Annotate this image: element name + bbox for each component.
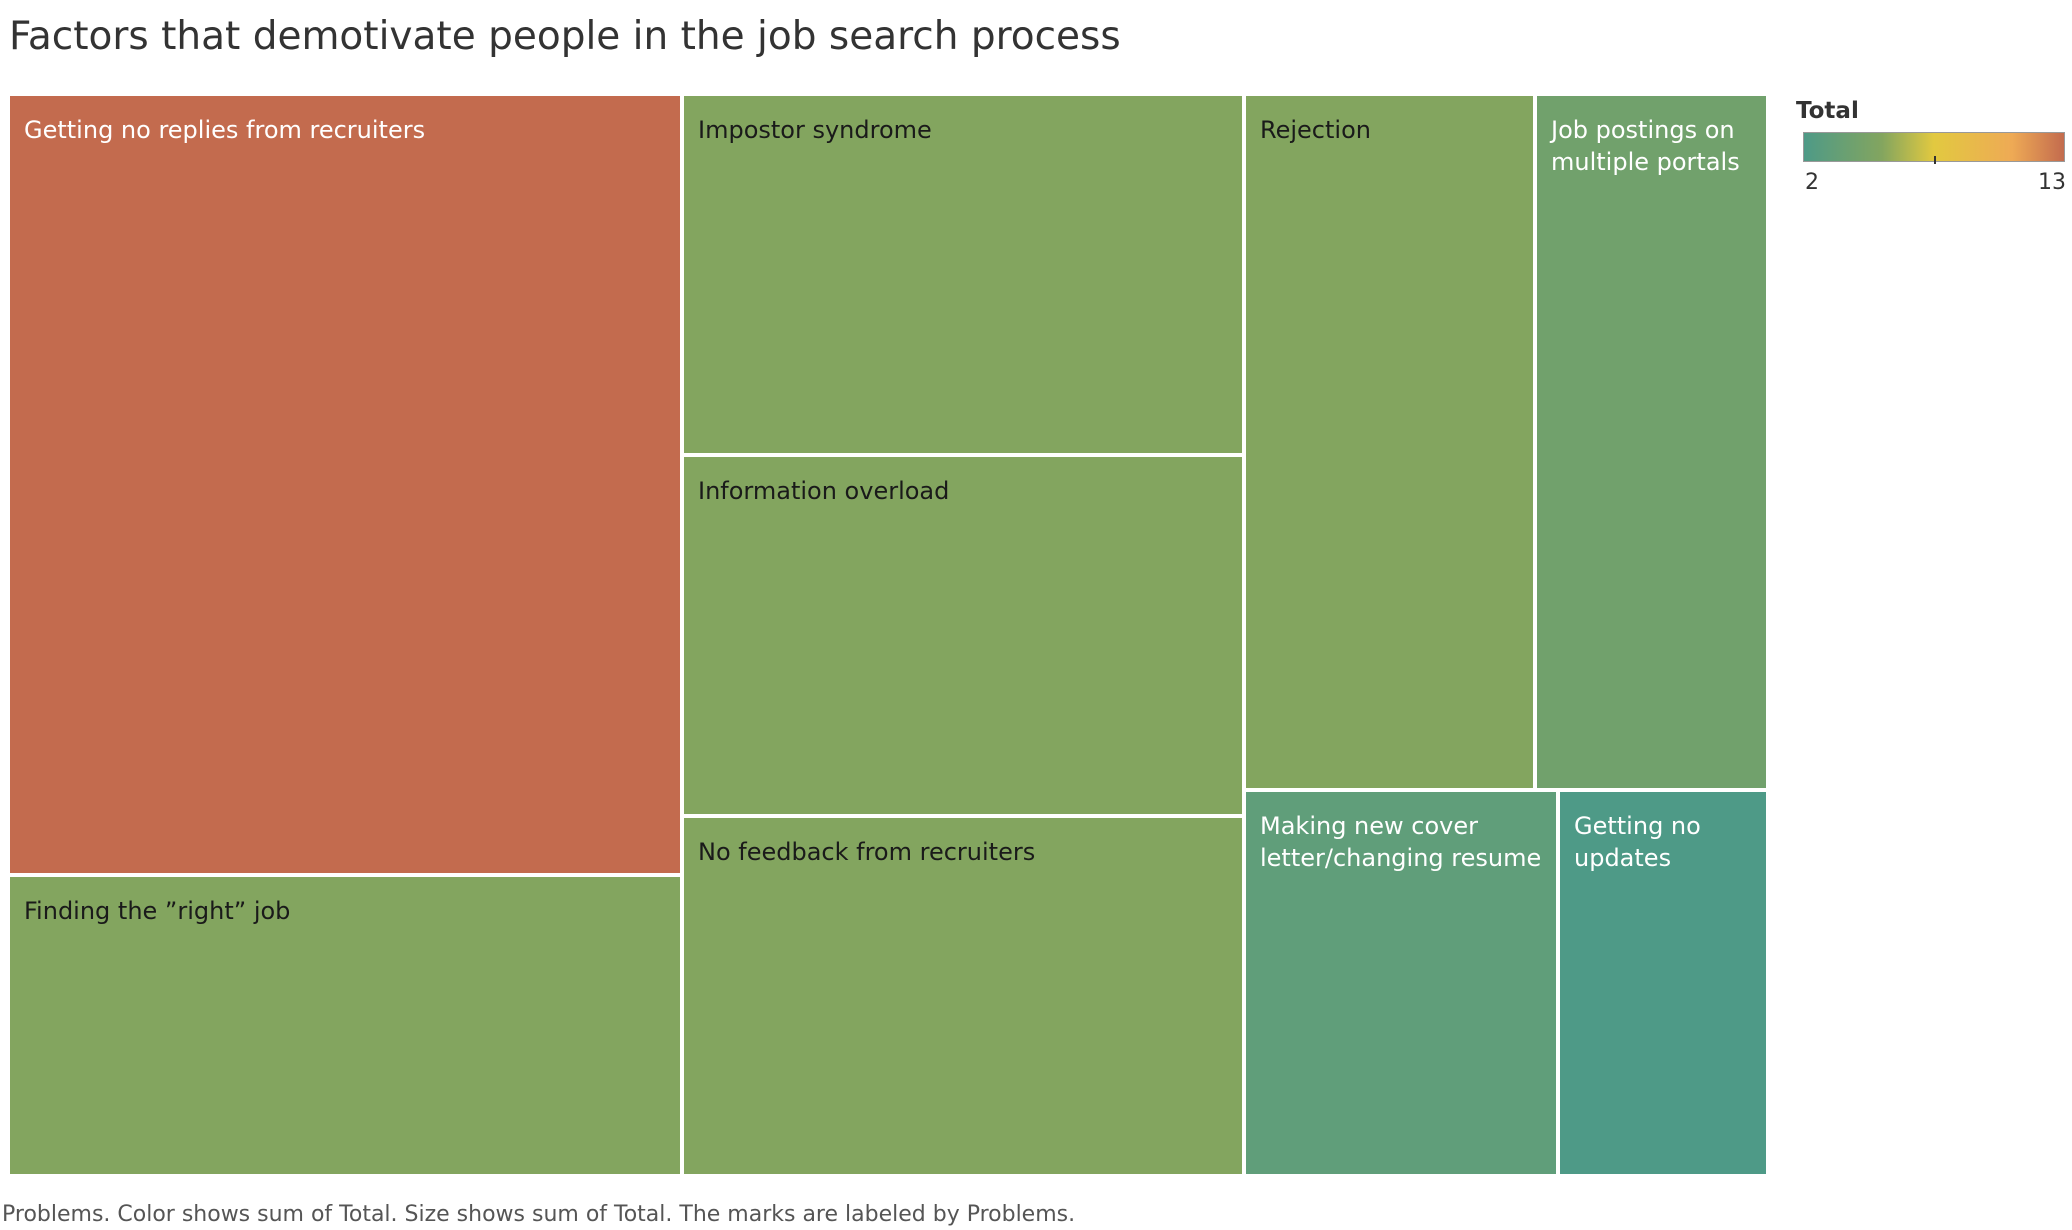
treemap-tile-label: Job postings on multiple portals <box>1551 116 1740 176</box>
treemap-tile-finding-the-right-job[interactable]: Finding the ”right” job <box>8 875 682 1176</box>
treemap-tile-getting-no-updates[interactable]: Getting no updates <box>1558 790 1768 1176</box>
treemap-tile-label: Information overload <box>698 477 950 505</box>
treemap-tile-making-new-cover-letter-changing-resume[interactable]: Making new cover letter/changing resume <box>1244 790 1558 1176</box>
treemap-tile-getting-no-replies-from-recruiters[interactable]: Getting no replies from recruiters <box>8 94 682 875</box>
treemap-tile-no-feedback-from-recruiters[interactable]: No feedback from recruiters <box>682 816 1244 1176</box>
treemap: Getting no replies from recruiters Findin… <box>8 94 1768 1176</box>
treemap-tile-label: Finding the ”right” job <box>24 897 291 925</box>
treemap-tile-information-overload[interactable]: Information overload <box>682 455 1244 816</box>
treemap-tile-label: No feedback from recruiters <box>698 838 1036 866</box>
legend-tick <box>1934 156 1936 164</box>
legend-min-label: 2 <box>1805 170 1819 195</box>
treemap-tile-label: Impostor syndrome <box>698 116 932 144</box>
treemap-tile-label: Rejection <box>1260 116 1371 144</box>
chart-caption: Problems. Color shows sum of Total. Size… <box>2 1202 1076 1227</box>
treemap-tile-impostor-syndrome[interactable]: Impostor syndrome <box>682 94 1244 455</box>
treemap-tile-label: Getting no replies from recruiters <box>24 116 426 144</box>
chart-title: Factors that demotivate people in the jo… <box>9 14 1121 59</box>
treemap-tile-label: Getting no updates <box>1574 812 1701 872</box>
treemap-tile-rejection[interactable]: Rejection <box>1244 94 1535 790</box>
color-legend: Total 2 13 <box>1796 98 2066 208</box>
treemap-tile-job-postings-on-multiple-portals[interactable]: Job postings on multiple portals <box>1535 94 1768 790</box>
legend-title: Total <box>1796 98 1859 124</box>
legend-max-label: 13 <box>2038 170 2066 195</box>
treemap-tile-label: Making new cover letter/changing resume <box>1260 812 1542 872</box>
